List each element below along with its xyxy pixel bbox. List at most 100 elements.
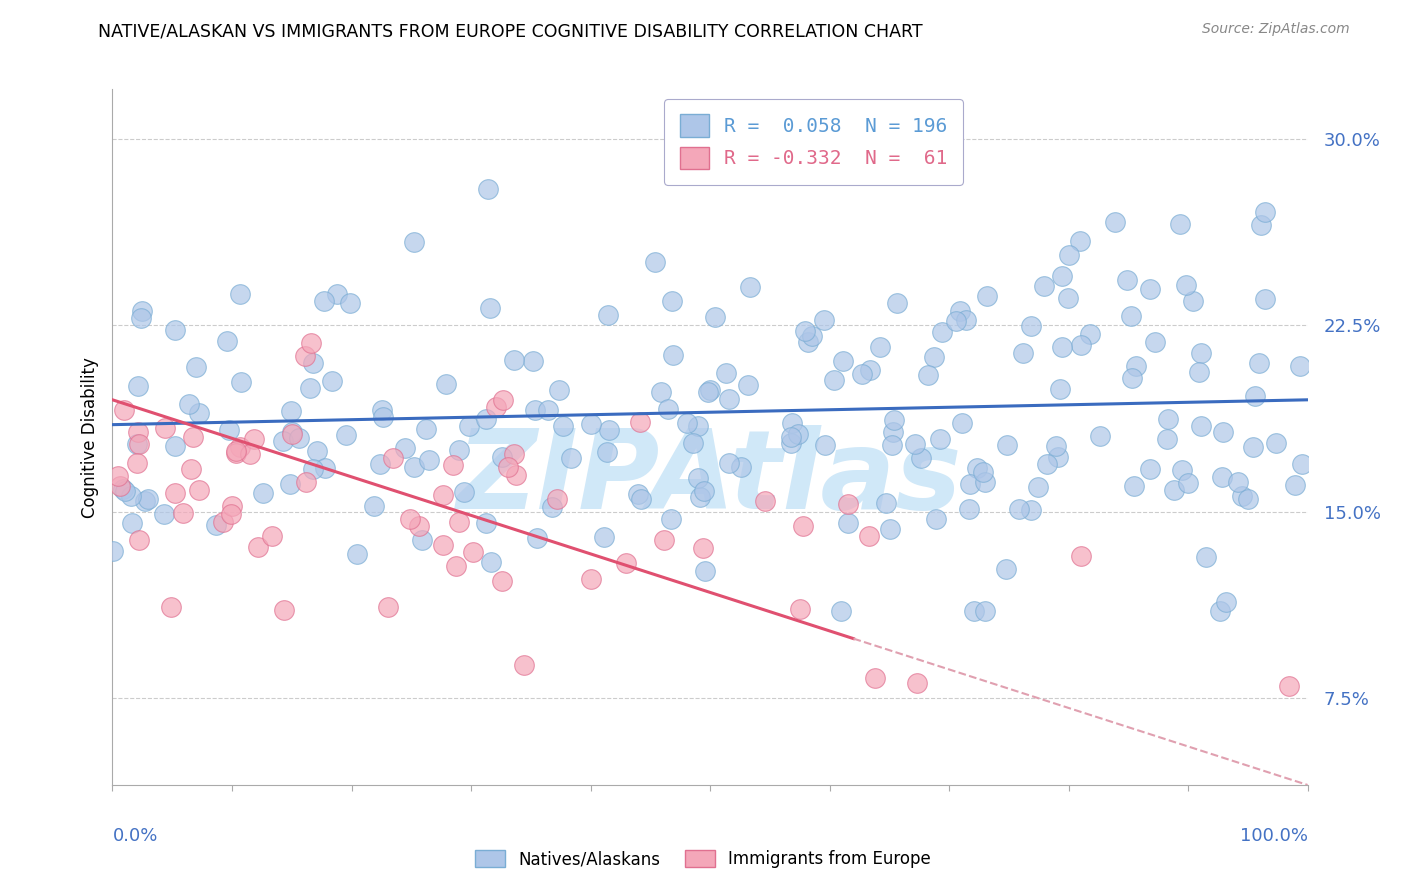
Point (273, 602, 295, 616)
Point (1046, 450, 1069, 464)
Point (800, 329, 823, 343)
Point (581, 572, 603, 586)
Point (686, 471, 709, 485)
Point (1243, 440, 1265, 454)
Point (1122, 479, 1144, 493)
Point (136, 491, 159, 506)
Point (1211, 470, 1233, 484)
Point (837, 497, 859, 511)
Point (1049, 382, 1071, 396)
Point (247, 540, 270, 554)
Point (404, 460, 426, 475)
Point (1291, 457, 1313, 471)
Text: ZIPAtlas: ZIPAtlas (457, 425, 963, 533)
Point (1028, 480, 1050, 494)
Point (478, 301, 501, 316)
Point (598, 424, 620, 438)
Point (1284, 478, 1306, 492)
Point (1195, 549, 1218, 564)
Point (910, 451, 932, 466)
Point (179, 397, 201, 411)
Point (335, 427, 357, 442)
Point (1069, 234, 1091, 248)
Point (813, 313, 835, 327)
Point (963, 604, 986, 618)
Point (596, 445, 619, 459)
Point (326, 287, 349, 301)
Point (217, 334, 239, 348)
Point (1050, 340, 1073, 354)
Point (657, 402, 679, 417)
Point (859, 363, 882, 377)
Point (1057, 248, 1080, 262)
Point (432, 537, 454, 551)
Point (212, 515, 235, 529)
Point (596, 308, 619, 322)
Point (1157, 411, 1180, 425)
Point (628, 415, 651, 429)
Point (794, 324, 817, 338)
Point (475, 516, 498, 530)
Point (1139, 461, 1161, 475)
Point (1278, 680, 1301, 694)
Point (796, 334, 818, 349)
Point (1171, 463, 1194, 477)
Point (204, 518, 226, 533)
Point (1250, 218, 1272, 232)
Point (789, 602, 811, 616)
Point (131, 303, 153, 318)
Point (121, 516, 143, 530)
Point (995, 562, 1018, 576)
Point (1226, 475, 1249, 489)
Point (548, 383, 571, 397)
Point (949, 304, 972, 318)
Point (301, 335, 323, 350)
Point (381, 450, 404, 465)
Point (281, 426, 304, 441)
Point (321, 374, 343, 388)
Point (560, 450, 582, 465)
Point (108, 478, 131, 492)
Point (682, 436, 704, 450)
Point (434, 376, 457, 391)
Point (101, 544, 124, 558)
Point (630, 491, 652, 506)
Point (650, 384, 672, 399)
Point (661, 293, 683, 308)
Point (929, 433, 952, 447)
Point (1115, 273, 1137, 287)
Point (1019, 319, 1042, 334)
Point (917, 368, 939, 382)
Point (879, 522, 901, 536)
Point (363, 500, 385, 514)
Point (1012, 346, 1035, 360)
Point (432, 488, 454, 502)
Legend: Natives/Alaskans, Immigrants from Europe: Natives/Alaskans, Immigrants from Europe (468, 843, 938, 875)
Point (368, 458, 391, 472)
Point (163, 439, 186, 453)
Point (880, 438, 903, 452)
Point (787, 426, 810, 441)
Point (1163, 483, 1185, 497)
Point (1057, 291, 1080, 305)
Point (1254, 204, 1277, 219)
Point (1254, 292, 1277, 306)
Point (905, 675, 928, 690)
Point (228, 287, 250, 301)
Point (1212, 425, 1234, 439)
Point (675, 416, 697, 430)
Point (512, 658, 534, 673)
Point (219, 508, 242, 522)
Point (882, 425, 904, 439)
Point (950, 416, 973, 430)
Point (1125, 359, 1147, 374)
Point (1139, 282, 1161, 296)
Point (491, 450, 513, 464)
Point (662, 348, 685, 362)
Point (394, 441, 416, 455)
Point (475, 411, 498, 425)
Point (114, 484, 136, 499)
Point (699, 383, 721, 397)
Point (1045, 439, 1067, 453)
Point (780, 436, 803, 450)
